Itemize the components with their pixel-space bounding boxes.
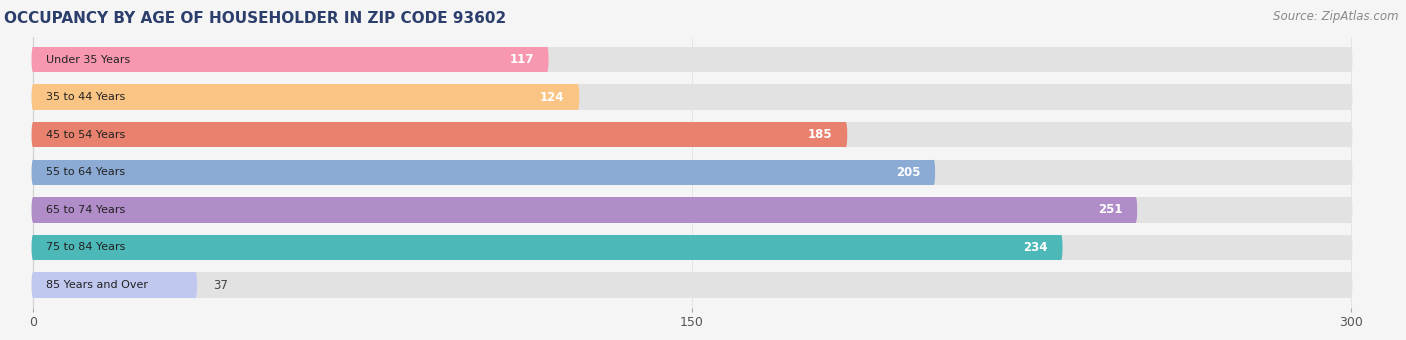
Bar xyxy=(34,235,1062,260)
Text: OCCUPANCY BY AGE OF HOUSEHOLDER IN ZIP CODE 93602: OCCUPANCY BY AGE OF HOUSEHOLDER IN ZIP C… xyxy=(4,11,506,26)
Ellipse shape xyxy=(1350,197,1353,223)
Ellipse shape xyxy=(31,272,35,298)
Ellipse shape xyxy=(1060,235,1063,260)
Bar xyxy=(34,272,1351,298)
Ellipse shape xyxy=(31,197,35,223)
Text: 117: 117 xyxy=(509,53,534,66)
Text: 55 to 64 Years: 55 to 64 Years xyxy=(46,167,125,177)
Bar xyxy=(34,47,547,72)
Bar xyxy=(34,122,846,148)
Ellipse shape xyxy=(31,47,35,72)
Text: Source: ZipAtlas.com: Source: ZipAtlas.com xyxy=(1274,10,1399,23)
Text: 234: 234 xyxy=(1024,241,1047,254)
Ellipse shape xyxy=(1350,122,1353,148)
Text: 45 to 54 Years: 45 to 54 Years xyxy=(46,130,125,140)
Text: 65 to 74 Years: 65 to 74 Years xyxy=(46,205,125,215)
Bar xyxy=(34,159,934,185)
Bar xyxy=(34,272,195,298)
Bar xyxy=(34,235,1351,260)
Bar xyxy=(34,159,1351,185)
Text: Under 35 Years: Under 35 Years xyxy=(46,54,131,65)
Text: 35 to 44 Years: 35 to 44 Years xyxy=(46,92,125,102)
Bar xyxy=(34,197,1351,223)
Ellipse shape xyxy=(1350,272,1353,298)
Ellipse shape xyxy=(1350,84,1353,110)
Ellipse shape xyxy=(194,272,197,298)
Bar xyxy=(34,47,1351,72)
Ellipse shape xyxy=(932,159,935,185)
Ellipse shape xyxy=(31,272,35,298)
Text: 251: 251 xyxy=(1098,203,1122,216)
Text: 75 to 84 Years: 75 to 84 Years xyxy=(46,242,125,252)
Text: 205: 205 xyxy=(896,166,921,179)
Ellipse shape xyxy=(31,122,35,148)
Ellipse shape xyxy=(31,122,35,148)
Text: 124: 124 xyxy=(540,91,565,104)
Ellipse shape xyxy=(31,84,35,110)
Bar xyxy=(34,197,1136,223)
Ellipse shape xyxy=(1350,235,1353,260)
Ellipse shape xyxy=(1350,47,1353,72)
Ellipse shape xyxy=(31,235,35,260)
Ellipse shape xyxy=(31,197,35,223)
Text: 37: 37 xyxy=(214,278,228,291)
Ellipse shape xyxy=(31,159,35,185)
Bar xyxy=(34,122,1351,148)
Ellipse shape xyxy=(576,84,579,110)
Text: 185: 185 xyxy=(808,128,832,141)
Bar xyxy=(34,84,1351,110)
Ellipse shape xyxy=(31,235,35,260)
Ellipse shape xyxy=(1135,197,1137,223)
Ellipse shape xyxy=(844,122,848,148)
Text: 85 Years and Over: 85 Years and Over xyxy=(46,280,148,290)
Ellipse shape xyxy=(31,159,35,185)
Ellipse shape xyxy=(546,47,548,72)
Bar xyxy=(34,84,578,110)
Ellipse shape xyxy=(1350,159,1353,185)
Ellipse shape xyxy=(31,84,35,110)
Ellipse shape xyxy=(31,47,35,72)
